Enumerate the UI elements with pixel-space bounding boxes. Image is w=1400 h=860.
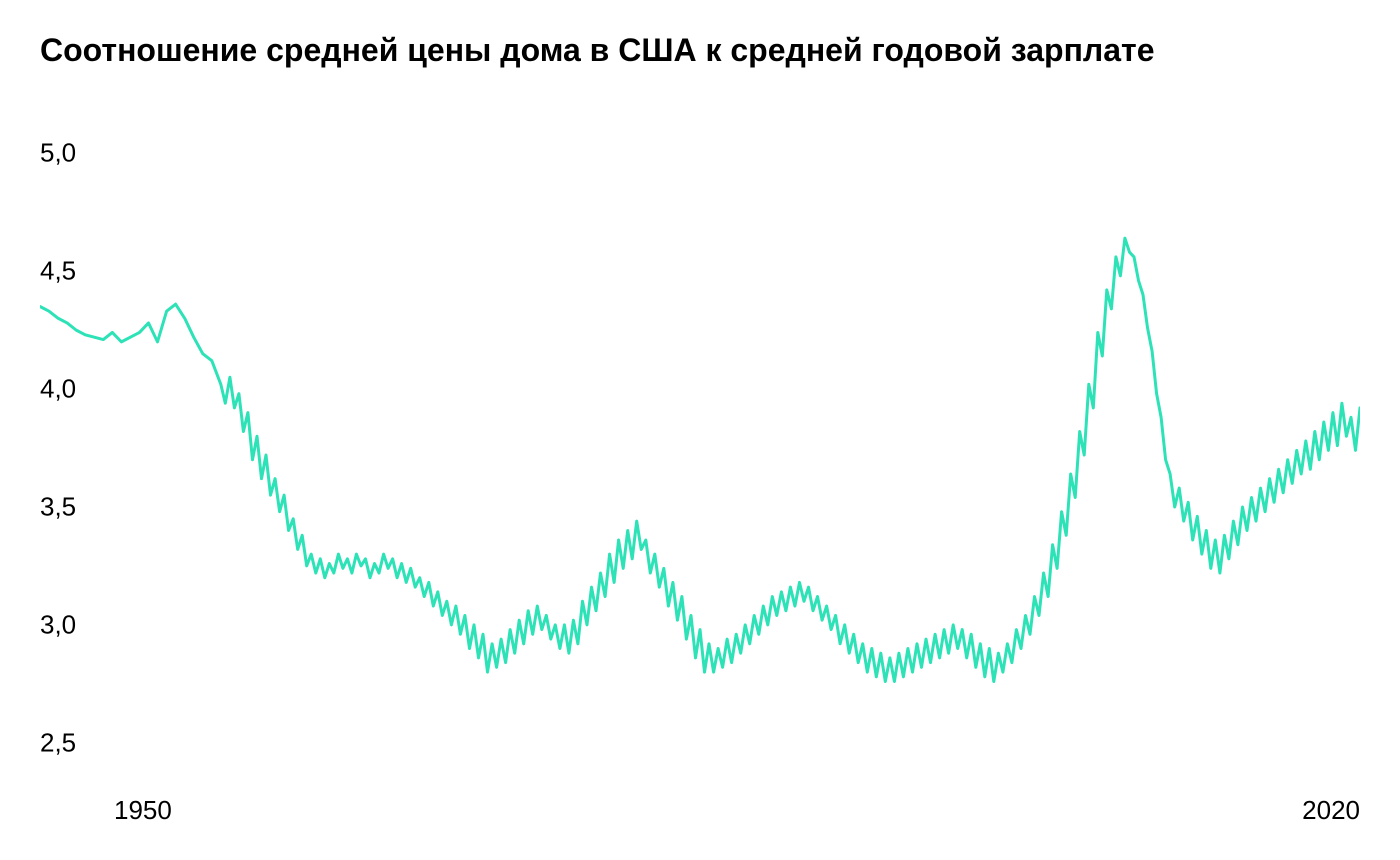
chart-title: Соотношение средней цены дома в США к ср… [40,30,1360,70]
ratio-line [40,238,1360,681]
chart-area: 2,53,03,54,04,55,0 1950 2020 [40,106,1360,820]
x-tick-end: 2020 [1302,795,1360,826]
line-chart-svg [40,106,1360,790]
plot-region [40,106,1360,790]
x-tick-start: 1950 [114,795,172,826]
x-axis-labels: 1950 2020 [40,796,1360,826]
